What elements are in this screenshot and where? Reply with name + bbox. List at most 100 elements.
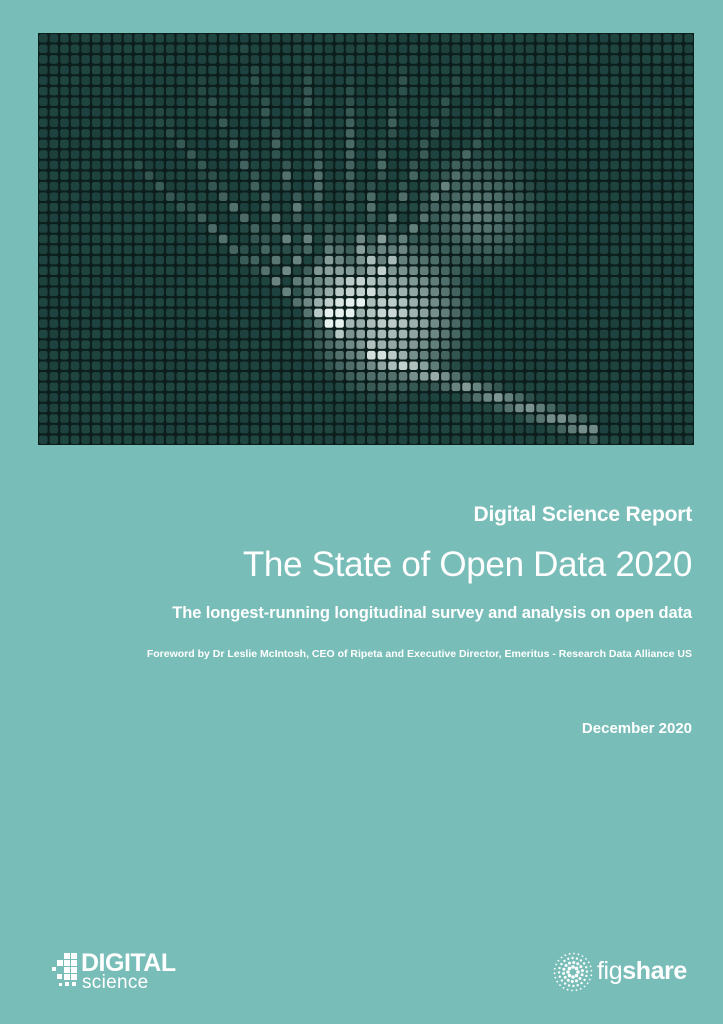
- mosaic-tile: [81, 224, 90, 233]
- mosaic-tile: [250, 181, 260, 191]
- mosaic-tile: [282, 266, 291, 275]
- mosaic-tile: [218, 76, 228, 85]
- mosaic-tile: [113, 129, 122, 138]
- mosaic-tile: [610, 372, 619, 381]
- mosaic-tile: [451, 224, 461, 233]
- mosaic-tile: [599, 403, 609, 413]
- mosaic-tile: [123, 403, 133, 413]
- mosaic-tile: [324, 361, 334, 371]
- mosaic-tile: [324, 393, 334, 402]
- mosaic-tile: [642, 203, 651, 212]
- mosaic-tile: [462, 245, 471, 254]
- mosaic-tile: [578, 86, 588, 96]
- mosaic-tile: [631, 308, 641, 318]
- mosaic-tile: [673, 435, 683, 444]
- mosaic-tile: [642, 213, 651, 223]
- figshare-word-fig: fig: [597, 957, 623, 985]
- mosaic-tile: [673, 276, 683, 286]
- mosaic-tile: [39, 372, 48, 381]
- mosaic-tile: [589, 382, 598, 392]
- mosaic-tile: [229, 171, 239, 180]
- mosaic-tile: [165, 97, 175, 106]
- mosaic-tile: [599, 329, 609, 339]
- mosaic-tile: [504, 192, 514, 202]
- mosaic-tile: [250, 203, 260, 212]
- mosaic-tile: [462, 203, 471, 212]
- figshare-dot: [564, 954, 567, 957]
- mosaic-tile: [684, 97, 693, 106]
- mosaic-tile: [113, 424, 122, 434]
- mosaic-tile: [642, 329, 651, 339]
- mosaic-tile: [345, 340, 355, 349]
- mosaic-tile: [271, 424, 281, 434]
- mosaic-tile: [599, 76, 609, 85]
- mosaic-tile: [493, 65, 503, 75]
- mosaic-tile: [642, 414, 651, 423]
- mosaic-tile: [303, 298, 313, 307]
- mosaic-tile: [652, 308, 662, 318]
- mosaic-tile: [388, 350, 397, 360]
- mosaic-tile: [557, 266, 567, 275]
- mosaic-tile: [631, 192, 641, 202]
- mosaic-tile: [123, 65, 133, 75]
- mosaic-tile: [113, 340, 122, 349]
- mosaic-tile: [599, 245, 609, 254]
- mosaic-tile: [451, 65, 461, 75]
- mosaic-tile: [250, 287, 260, 297]
- mosaic-tile: [261, 192, 270, 202]
- mosaic-tile: [102, 234, 112, 244]
- mosaic-tile: [388, 224, 397, 233]
- mosaic-tile: [525, 298, 535, 307]
- mosaic-tile: [515, 181, 524, 191]
- mosaic-tile: [557, 139, 567, 149]
- mosaic-tile: [39, 150, 48, 159]
- mosaic-tile: [356, 424, 365, 434]
- mosaic-tile: [240, 97, 249, 106]
- mosaic-tile: [314, 76, 323, 85]
- mosaic-tile: [91, 424, 101, 434]
- mosaic-tile: [60, 308, 69, 318]
- mosaic-tile: [240, 308, 249, 318]
- mosaic-tile: [557, 350, 567, 360]
- mosaic-tile: [335, 139, 344, 149]
- mosaic-tile: [345, 393, 355, 402]
- mosaic-tile: [504, 287, 514, 297]
- mosaic-tile: [493, 160, 503, 170]
- mosaic-tile: [663, 55, 672, 64]
- mosaic-tile: [504, 203, 514, 212]
- mosaic-tile: [49, 361, 59, 371]
- mosaic-tile: [123, 234, 133, 244]
- mosaic-tile: [419, 414, 429, 423]
- mosaic-tile: [483, 224, 492, 233]
- mosaic-tile: [451, 118, 461, 128]
- mosaic-tile: [176, 424, 186, 434]
- mosaic-tile: [525, 150, 535, 159]
- mosaic-tile: [240, 287, 249, 297]
- mosaic-tile: [451, 139, 461, 149]
- mosaic-tile: [684, 55, 693, 64]
- mosaic-tile: [451, 350, 461, 360]
- mosaic-tile: [409, 245, 418, 254]
- figshare-dot: [566, 978, 570, 982]
- mosaic-tile: [60, 171, 69, 180]
- mosaic-tile: [261, 361, 270, 371]
- mosaic-tile: [113, 34, 122, 43]
- mosaic-tile: [60, 65, 69, 75]
- mosaic-tile: [546, 372, 556, 381]
- mosaic-tile: [419, 340, 429, 349]
- mosaic-tile: [483, 234, 492, 244]
- mosaic-tile: [493, 319, 503, 328]
- mosaic-tile: [70, 234, 80, 244]
- mosaic-tile: [303, 255, 313, 265]
- mosaic-tile: [377, 298, 387, 307]
- mosaic-tile: [134, 107, 143, 117]
- mosaic-tile: [472, 350, 482, 360]
- mosaic-tile: [144, 329, 154, 339]
- mosaic-tile: [684, 192, 693, 202]
- mosaic-tile: [250, 319, 260, 328]
- mosaic-tile: [187, 34, 196, 43]
- mosaic-tile: [684, 213, 693, 223]
- mosaic-tile: [504, 382, 514, 392]
- mosaic-tile: [208, 287, 217, 297]
- mosaic-tile: [335, 414, 344, 423]
